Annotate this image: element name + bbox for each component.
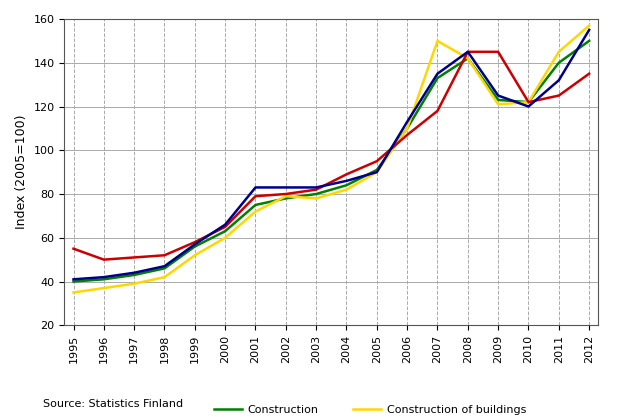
Line: Specialised construction activities: Specialised construction activities: [73, 30, 589, 279]
Construction of buildings: [373, 170, 381, 175]
Civil engineering: [70, 246, 77, 251]
Construction: [70, 279, 77, 284]
Construction: [373, 168, 381, 173]
Line: Construction of buildings: Construction of buildings: [73, 25, 589, 292]
Specialised construction activities: [100, 275, 107, 280]
Specialised construction activities: [494, 93, 502, 98]
Specialised construction activities: [586, 28, 593, 33]
Civil engineering: [434, 108, 441, 113]
Civil engineering: [494, 49, 502, 54]
Civil engineering: [222, 224, 229, 229]
Construction: [343, 183, 350, 188]
Civil engineering: [252, 193, 259, 198]
Civil engineering: [191, 240, 199, 245]
Civil engineering: [282, 191, 289, 196]
Construction: [191, 244, 199, 249]
Specialised construction activities: [70, 277, 77, 282]
Construction of buildings: [161, 275, 168, 280]
Civil engineering: [464, 49, 471, 54]
Line: Civil engineering: Civil engineering: [73, 52, 589, 260]
Specialised construction activities: [404, 119, 411, 124]
Specialised construction activities: [130, 270, 138, 275]
Specialised construction activities: [191, 242, 199, 247]
Construction: [312, 191, 320, 196]
Construction of buildings: [404, 126, 411, 131]
Construction of buildings: [464, 56, 471, 61]
Construction of buildings: [222, 235, 229, 240]
Specialised construction activities: [282, 185, 289, 190]
Line: Construction: Construction: [73, 41, 589, 281]
Construction: [252, 202, 259, 207]
Civil engineering: [130, 255, 138, 260]
Construction: [464, 56, 471, 61]
Construction: [404, 126, 411, 131]
Civil engineering: [525, 100, 532, 105]
Construction: [494, 98, 502, 103]
Civil engineering: [161, 253, 168, 258]
Specialised construction activities: [434, 71, 441, 76]
Construction: [586, 38, 593, 43]
Construction: [525, 100, 532, 105]
Construction: [555, 60, 563, 65]
Specialised construction activities: [312, 185, 320, 190]
Specialised construction activities: [464, 49, 471, 54]
Construction of buildings: [191, 253, 199, 258]
Civil engineering: [404, 133, 411, 138]
Civil engineering: [343, 172, 350, 177]
Civil engineering: [555, 93, 563, 98]
Civil engineering: [373, 159, 381, 164]
Civil engineering: [312, 187, 320, 192]
Construction of buildings: [494, 102, 502, 107]
Construction of buildings: [555, 49, 563, 54]
Construction of buildings: [282, 193, 289, 198]
Construction of buildings: [100, 286, 107, 291]
Construction of buildings: [70, 290, 77, 295]
Construction of buildings: [586, 23, 593, 28]
Civil engineering: [586, 71, 593, 76]
Construction of buildings: [525, 100, 532, 105]
Construction: [100, 277, 107, 282]
Construction of buildings: [312, 196, 320, 201]
Construction of buildings: [343, 187, 350, 192]
Construction: [282, 196, 289, 201]
Construction of buildings: [130, 281, 138, 286]
Text: Source: Statistics Finland: Source: Statistics Finland: [43, 399, 183, 409]
Legend: Construction, Civil engineering, Construction of buildings, Specialised construc: Construction, Civil engineering, Constru…: [210, 400, 581, 417]
Construction of buildings: [252, 209, 259, 214]
Specialised construction activities: [222, 222, 229, 227]
Construction: [222, 229, 229, 234]
Specialised construction activities: [373, 170, 381, 175]
Specialised construction activities: [555, 78, 563, 83]
Specialised construction activities: [525, 104, 532, 109]
Specialised construction activities: [161, 264, 168, 269]
Y-axis label: Index (2005=100): Index (2005=100): [15, 115, 28, 229]
Construction: [161, 266, 168, 271]
Construction of buildings: [434, 38, 441, 43]
Specialised construction activities: [252, 185, 259, 190]
Civil engineering: [100, 257, 107, 262]
Construction: [130, 272, 138, 277]
Construction: [434, 75, 441, 80]
Specialised construction activities: [343, 178, 350, 183]
